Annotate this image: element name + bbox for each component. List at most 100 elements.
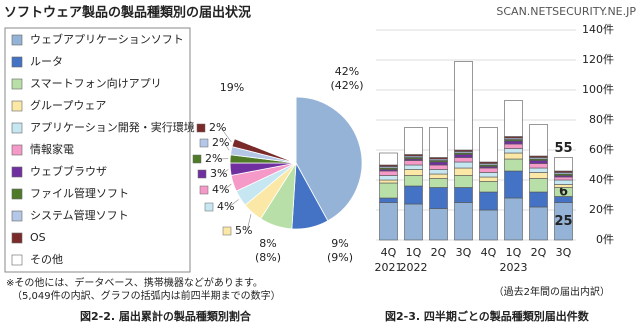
note: （5,049件の内訳、グラフの括弧内は前四半期までの数字） [12, 289, 281, 302]
pie-label: 42% [335, 65, 359, 78]
pie-label: 8% [259, 237, 276, 250]
pie-slice [234, 96, 297, 164]
bar-segment [504, 152, 523, 160]
pie-label: 3% [210, 167, 227, 180]
leader-line [223, 142, 230, 151]
bar-segment [429, 173, 448, 179]
label-swatch [222, 226, 232, 236]
x-year-label: 2022 [400, 261, 428, 274]
leader-line [221, 169, 229, 175]
legend-label: ウェブブラウザ [30, 164, 107, 178]
total-label: 55 [554, 141, 572, 156]
caption: 図2-3. 四半期ごとの製品種類別届出件数 [385, 309, 590, 323]
legend-label: OS [30, 231, 46, 244]
bar-segment [504, 197, 523, 241]
label-swatch [199, 185, 209, 195]
bar-segment [479, 167, 498, 173]
bar-segment [404, 203, 423, 241]
x-tick-label: 2Q [531, 246, 547, 259]
caption: 図2-2. 届出累計の製品種類別割合 [80, 309, 252, 323]
pie-prev-label: (8%) [255, 251, 281, 264]
bar-segment [404, 164, 423, 170]
bar-segment [504, 100, 523, 137]
leader-line [223, 183, 232, 191]
x-year-label: 2021 [375, 261, 403, 274]
value-label: 25 [554, 214, 572, 229]
bar-segment [454, 154, 473, 158]
bar-segment [554, 176, 573, 181]
pie-label: 9% [331, 237, 348, 250]
bar-segment [529, 172, 548, 179]
x-year-label: 2023 [500, 261, 528, 274]
bar-segment [404, 160, 423, 166]
bar-segment [504, 143, 523, 149]
pie-label: 19% [220, 81, 244, 94]
legend-label: その他 [30, 253, 63, 266]
legend-label: システム管理ソフト [30, 208, 129, 222]
x-tick-label: 3Q [456, 246, 472, 259]
bar-segment [529, 167, 548, 173]
y-tick-label: 0件 [596, 233, 614, 246]
bar-segment [454, 161, 473, 169]
bar-segment [529, 163, 548, 169]
legend-swatch [11, 144, 23, 156]
bar-segment [379, 179, 398, 184]
bar-segment [429, 161, 448, 166]
legend-swatch [11, 188, 23, 200]
bar-segment [504, 140, 523, 145]
legend-swatch [11, 210, 23, 222]
note: ※その他には、データベース、携帯機器などがあります。 [6, 276, 263, 289]
pie-prev-label: (42%) [330, 79, 363, 92]
bar-segment [379, 170, 398, 176]
leader-line [228, 199, 239, 208]
value-label: 6 [559, 185, 568, 200]
bar-segment [429, 164, 448, 170]
bar-segment [554, 179, 573, 185]
bar-segment [479, 191, 498, 211]
bar-segment [454, 175, 473, 188]
y-tick-label: 60件 [589, 143, 614, 156]
x-tick-label: 4Q [381, 246, 397, 259]
bar-segment [404, 127, 423, 155]
legend-label: アプリケーション開発・実行環境 [30, 120, 195, 134]
y-tick-label: 120件 [582, 53, 614, 66]
bar-segment [404, 175, 423, 187]
x-tick-label: 3Q [556, 246, 572, 259]
legend-label: スマートフォン向けアプリ [30, 76, 162, 90]
y-tick-label: 80件 [589, 113, 614, 126]
label-swatch [204, 202, 214, 212]
pie-slice [295, 96, 363, 222]
bar-segment [479, 127, 498, 163]
pie-label: 5% [235, 224, 252, 237]
pie-label: 2% [212, 136, 229, 149]
watermark: SCAN.NETSECURITY.NE.JP [496, 5, 636, 18]
legend-label: グループウェア [30, 98, 106, 112]
legend-label: ウェブアプリケーションソフト [30, 32, 184, 46]
bar-segment [429, 187, 448, 209]
bar-segment [429, 178, 448, 188]
bar-segment [379, 182, 398, 199]
bar-segment [479, 172, 498, 178]
bar-segment [379, 202, 398, 241]
label-swatch [197, 169, 207, 179]
note: （過去2年間の届出内訳） [494, 285, 610, 298]
pie-label: 4% [217, 200, 234, 213]
y-tick-label: 140件 [582, 23, 614, 36]
y-tick-label: 100件 [582, 83, 614, 96]
bar-segment [404, 185, 423, 205]
pie-prev-label: (9%) [327, 251, 353, 264]
label-swatch [192, 154, 202, 164]
pie-label: 2% [205, 152, 222, 165]
bar-segment [529, 124, 548, 157]
bar-segment [379, 175, 398, 181]
bar-segment [504, 148, 523, 154]
bar-segment [504, 170, 523, 199]
bar-segment [479, 176, 498, 182]
x-tick-label: 2Q [431, 246, 447, 259]
bar-segment [429, 208, 448, 241]
bar-segment [479, 181, 498, 193]
legend-swatch [11, 56, 23, 68]
y-tick-label: 20件 [589, 203, 614, 216]
x-tick-label: 1Q [506, 246, 522, 259]
bar-segment [529, 160, 548, 164]
